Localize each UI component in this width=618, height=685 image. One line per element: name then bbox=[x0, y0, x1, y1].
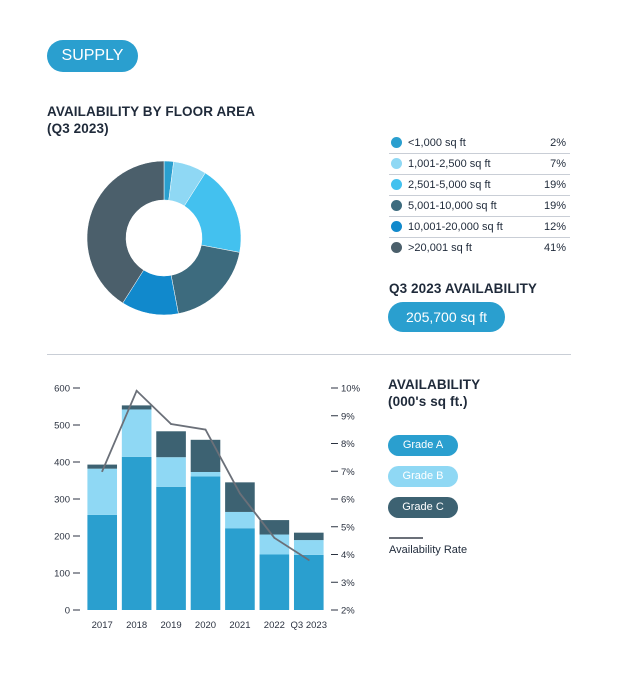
legend-label: 10,001-20,000 sq ft bbox=[408, 221, 503, 233]
donut-chart-title: AVAILABILITY BY FLOOR AREA (Q3 2023) bbox=[47, 103, 287, 137]
floor-area-legend: <1,000 sq ft 2% 1,001-2,500 sq ft 7% 2,5… bbox=[389, 133, 570, 258]
legend-label: <1,000 sq ft bbox=[408, 137, 466, 149]
legend-row: 10,001-20,000 sq ft 12% bbox=[389, 217, 570, 238]
y2-tick-label: 8% bbox=[341, 439, 355, 450]
legend-row: 2,501-5,000 sq ft 19% bbox=[389, 175, 570, 196]
bar-grade-c bbox=[87, 464, 118, 469]
x-tick-label: 2019 bbox=[161, 620, 182, 631]
rate-point bbox=[273, 536, 276, 539]
bar-grade-a bbox=[121, 456, 152, 610]
legend-rate-label: Availability Rate bbox=[389, 544, 468, 556]
y-tick-label: 400 bbox=[54, 458, 70, 469]
x-tick-label: 2020 bbox=[195, 620, 216, 631]
rate-point bbox=[135, 389, 138, 392]
legend-label: 2,501-5,000 sq ft bbox=[408, 179, 491, 191]
y-tick-label: 500 bbox=[54, 421, 70, 432]
bar-grade-a bbox=[87, 514, 118, 610]
bar-grade-c bbox=[156, 431, 186, 458]
legend-value: 41% bbox=[543, 242, 566, 254]
bar-grade-c bbox=[293, 532, 324, 541]
legend-rate-line bbox=[389, 537, 423, 539]
rate-point bbox=[101, 470, 104, 473]
y2-tick-label: 9% bbox=[341, 411, 355, 422]
rate-point bbox=[307, 559, 310, 561]
x-tick-label: 2021 bbox=[229, 620, 250, 631]
section-badge-supply: SUPPLY bbox=[47, 40, 138, 72]
legend-swatch bbox=[391, 179, 402, 190]
donut-title-line1: AVAILABILITY BY FLOOR AREA bbox=[47, 104, 256, 119]
legend-swatch bbox=[391, 200, 402, 211]
bar-grade-c bbox=[259, 520, 290, 535]
x-tick-label: 2022 bbox=[264, 620, 285, 631]
y-tick-label: 0 bbox=[65, 606, 70, 617]
donut-segment-3 bbox=[170, 244, 240, 314]
bar-grade-a bbox=[259, 554, 290, 610]
bar-chart-title: AVAILABILITY (000's sq ft.) bbox=[388, 376, 568, 410]
legend-swatch bbox=[391, 158, 402, 169]
bar-grade-b bbox=[87, 468, 118, 515]
y-tick-label: 100 bbox=[54, 569, 70, 580]
bar-grade-a bbox=[190, 476, 221, 610]
bar-grade-a bbox=[293, 554, 324, 610]
y2-tick-label: 4% bbox=[341, 550, 355, 561]
legend-row: <1,000 sq ft 2% bbox=[389, 133, 570, 154]
legend-value: 19% bbox=[543, 179, 566, 191]
rate-point bbox=[239, 492, 241, 495]
x-tick-label: 2017 bbox=[92, 620, 113, 631]
legend-swatch bbox=[391, 221, 402, 232]
legend-row: 5,001-10,000 sq ft 19% bbox=[389, 196, 570, 217]
donut-title-line2: (Q3 2023) bbox=[47, 121, 109, 136]
bar-title-line1: AVAILABILITY bbox=[388, 377, 481, 392]
y2-tick-label: 7% bbox=[341, 467, 355, 478]
bar-grade-b bbox=[190, 471, 221, 477]
bar-grade-a bbox=[225, 528, 255, 610]
legend-label: 5,001-10,000 sq ft bbox=[408, 200, 497, 212]
bar-grade-a bbox=[156, 486, 186, 610]
y-tick-label: 200 bbox=[54, 532, 70, 543]
legend-value: 7% bbox=[550, 158, 566, 170]
legend-value: 19% bbox=[543, 200, 566, 212]
x-tick-label: 2018 bbox=[126, 620, 147, 631]
legend-row: >20,001 sq ft 41% bbox=[389, 238, 570, 258]
bar-grade-b bbox=[293, 540, 324, 555]
availability-title: Q3 2023 AVAILABILITY bbox=[389, 281, 538, 296]
legend-value: 2% bbox=[550, 137, 566, 149]
bar-grade-b bbox=[225, 511, 255, 529]
y2-tick-label: 6% bbox=[341, 495, 355, 506]
legend-label: 1,001-2,500 sq ft bbox=[408, 158, 491, 170]
bar-grade-b bbox=[156, 457, 186, 487]
legend-row: 1,001-2,500 sq ft 7% bbox=[389, 154, 570, 175]
y2-tick-label: 2% bbox=[341, 606, 355, 617]
donut-segment-0 bbox=[163, 160, 174, 201]
legend-value: 12% bbox=[543, 221, 566, 233]
y2-tick-label: 5% bbox=[341, 522, 355, 533]
y2-tick-label: 10% bbox=[341, 384, 360, 395]
bar-grade-b bbox=[121, 409, 152, 457]
donut-segment-5 bbox=[86, 160, 165, 304]
section-divider bbox=[47, 354, 571, 355]
legend-swatch bbox=[391, 242, 402, 253]
bar-grade-c bbox=[121, 405, 152, 410]
y-tick-label: 300 bbox=[54, 495, 70, 506]
legend-grade-b: Grade B bbox=[388, 466, 458, 487]
availability-bar-chart: 0 100 200 300 400 500 600 2% 3% 4% 5% 6% 7% 8% 9% 10% 20… bbox=[54, 384, 360, 632]
donut-segment-4 bbox=[122, 269, 179, 316]
legend-grade-c: Grade C bbox=[388, 497, 458, 518]
bar-grade-b bbox=[259, 534, 290, 555]
y2-tick-label: 3% bbox=[341, 578, 355, 589]
donut-segment-1 bbox=[168, 161, 206, 207]
legend-label: >20,001 sq ft bbox=[408, 242, 472, 254]
x-tick-label: Q3 2023 bbox=[291, 620, 327, 631]
legend-swatch bbox=[391, 137, 402, 148]
bar-title-line2: (000's sq ft.) bbox=[388, 394, 468, 409]
donut-segment-2 bbox=[184, 172, 242, 253]
y-tick-label: 600 bbox=[54, 384, 70, 395]
availability-value-badge: 205,700 sq ft bbox=[388, 302, 505, 332]
bar-grade-c bbox=[190, 439, 221, 472]
rate-point bbox=[204, 428, 207, 431]
rate-point bbox=[170, 423, 172, 425]
legend-grade-a: Grade A bbox=[388, 435, 458, 456]
